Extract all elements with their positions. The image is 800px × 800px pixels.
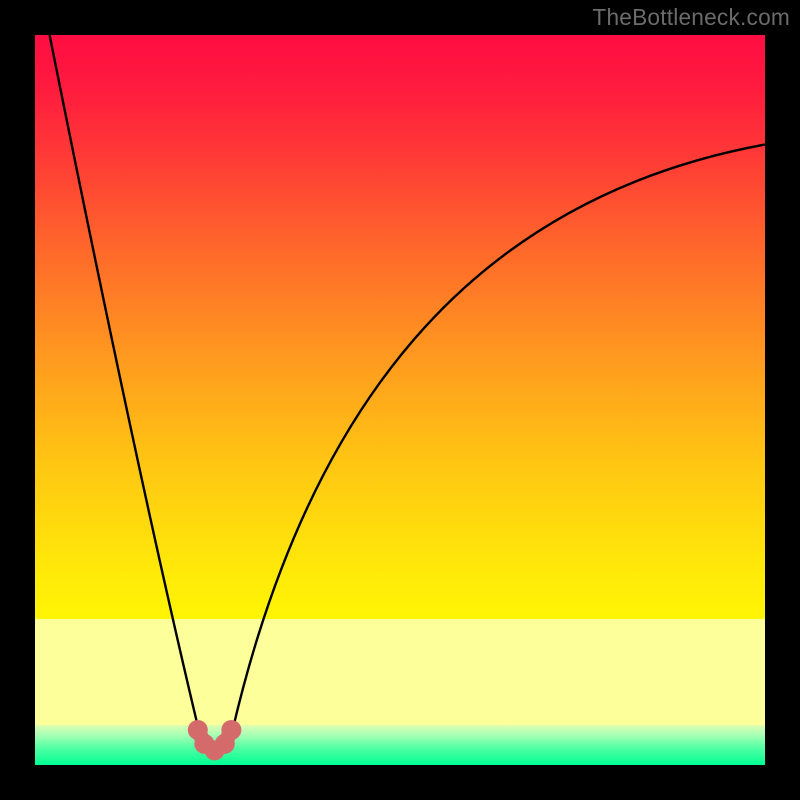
curve-layer [35, 35, 765, 765]
marker-group [188, 720, 242, 760]
marker-dot [221, 720, 241, 740]
chart-stage: TheBottleneck.com [0, 0, 800, 800]
watermark-text: TheBottleneck.com [592, 4, 790, 31]
plot-area [35, 35, 765, 765]
curve-left-branch [50, 35, 200, 732]
curve-right-branch [232, 145, 765, 733]
